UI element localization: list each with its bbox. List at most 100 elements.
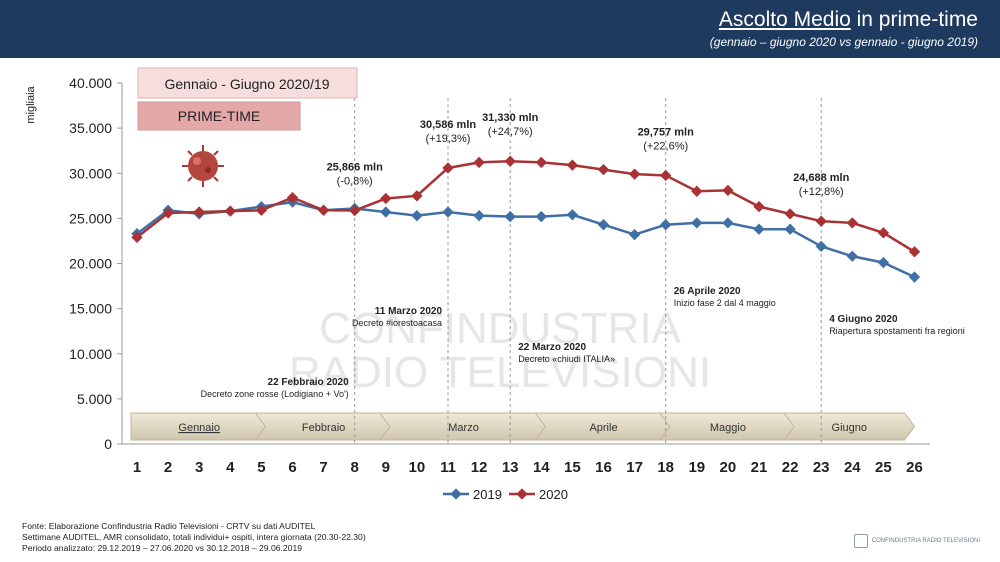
x-tick-label: 13 xyxy=(502,459,519,476)
data-point-2020 xyxy=(255,204,268,216)
page-title: Ascolto Medio in prime-time xyxy=(719,8,978,32)
data-point-2020 xyxy=(349,204,361,217)
month-label: Aprile xyxy=(589,422,617,434)
x-tick-label: 8 xyxy=(351,459,359,476)
annotation-value: 30,586 mln xyxy=(420,119,477,131)
footer-source: Fonte: Elaborazione Confindustria Radio … xyxy=(22,521,316,531)
data-point-2020 xyxy=(193,206,205,218)
x-tick-label: 25 xyxy=(875,459,892,476)
line-chart: CONFINDUSTRIA RADIO TELEVISIONI Gennaio F… xyxy=(25,67,965,502)
y-tick-label: 30.000 xyxy=(69,165,112,181)
x-tick-label: 19 xyxy=(688,459,705,476)
data-point-2019 xyxy=(597,219,610,231)
data-point-2019 xyxy=(660,219,672,231)
data-point-2019 xyxy=(504,210,516,223)
slot-badge-label: PRIME-TIME xyxy=(178,108,260,124)
title-underlined: Ascolto Medio xyxy=(718,8,851,31)
y-tick-label: 25.000 xyxy=(69,210,112,226)
x-tick-label: 15 xyxy=(564,459,581,476)
event-desc: Riapertura spostamenti fra regioni xyxy=(829,326,965,336)
legend-swatch-marker xyxy=(450,488,462,500)
slot-badge-bg xyxy=(137,101,301,131)
x-tick-label: 23 xyxy=(813,459,830,476)
watermark-line2: RADIO TELEVISIONI xyxy=(289,348,711,397)
data-point-2019 xyxy=(628,228,641,241)
data-point-2020 xyxy=(224,205,236,217)
x-tick-label: 21 xyxy=(751,459,768,476)
annotation-pct: (+24,7%) xyxy=(488,126,533,138)
data-point-2019 xyxy=(691,217,703,229)
annotation-value: 31,330 mln xyxy=(482,112,539,124)
x-tick-label: 10 xyxy=(409,459,426,476)
annotation-value: 25,866 mln xyxy=(327,162,384,174)
x-tick-label: 16 xyxy=(595,459,612,476)
annotation-pct: (+22,6%) xyxy=(643,140,688,152)
x-tick-label: 18 xyxy=(657,459,674,476)
y-axis-label: migliaia xyxy=(25,85,37,123)
data-point-2020 xyxy=(753,200,765,213)
event-date: 4 Giugno 2020 xyxy=(829,314,898,325)
title-rest: in prime-time xyxy=(850,8,978,31)
footer-logo-text: CONFINDUSTRIA RADIO TELEVISIONI xyxy=(871,538,980,544)
event-desc: Decreto #iorestoacasa xyxy=(352,318,442,328)
watermark-line1: CONFINDUSTRIA xyxy=(319,304,681,353)
data-point-2020 xyxy=(846,217,858,229)
period-badges: Gennaio - Giugno 2020/19 PRIME-TIME xyxy=(137,67,358,131)
series-line-2020 xyxy=(136,159,916,253)
x-tick-label: 24 xyxy=(844,459,861,476)
data-point-2020 xyxy=(286,191,299,204)
x-tick-label: 14 xyxy=(533,459,550,476)
virus-icon xyxy=(182,145,224,187)
data-point-2020 xyxy=(473,156,485,169)
data-point-2020 xyxy=(131,231,143,243)
data-point-2020 xyxy=(908,246,921,258)
x-tick-label: 17 xyxy=(626,459,643,476)
data-point-2020 xyxy=(504,155,516,167)
data-point-2020 xyxy=(815,215,827,227)
event-desc: Decreto zone rosse (Lodigiano + Vo') xyxy=(201,389,349,399)
header-bar: Ascolto Medio in prime-time (gennaio – g… xyxy=(0,0,1000,58)
data-point-2019 xyxy=(815,240,827,253)
x-tick-label: 6 xyxy=(288,459,296,476)
data-point-2020 xyxy=(411,190,423,202)
data-point-2020 xyxy=(535,156,547,169)
data-point-2020 xyxy=(380,192,392,205)
data-point-2020 xyxy=(317,204,330,216)
legend-label: 2019 xyxy=(473,487,502,502)
y-tick-label: 0 xyxy=(104,436,112,452)
chart-axes: 0 5.000 10.000 15.000 20.000 25.000 30.000 35.0… xyxy=(25,75,930,476)
value-annotations: 25,866 mln (-0,8%) 30,586 mln (+19,3%) 31,33… xyxy=(327,112,850,198)
event-date: 26 Aprile 2020 xyxy=(674,286,741,297)
data-point-2019 xyxy=(877,256,890,269)
x-tick-label: 3 xyxy=(195,459,203,476)
x-tick-label: 5 xyxy=(257,459,265,476)
y-tick-label: 5.000 xyxy=(77,391,112,407)
chart-series xyxy=(131,155,921,283)
month-label: Maggio xyxy=(710,422,746,434)
event-desc: Decreto «chiudi ITALIA» xyxy=(518,354,615,364)
data-point-2020 xyxy=(442,162,454,174)
data-point-2019 xyxy=(722,217,734,229)
annotation-value: 29,757 mln xyxy=(638,126,695,138)
x-tick-label: 11 xyxy=(440,459,456,476)
y-tick-label: 15.000 xyxy=(69,301,112,317)
data-point-2020 xyxy=(691,185,703,197)
month-arrows: Gennaio Febbraio Marzo Aprile Maggio Giugno xyxy=(130,412,916,441)
legend-swatch-marker xyxy=(516,488,528,500)
footer-logo: CONFINDUSTRIA RADIO TELEVISIONI xyxy=(853,534,980,548)
x-tick-label: 1 xyxy=(133,459,141,476)
event-date: 22 Febbraio 2020 xyxy=(268,377,350,388)
month-label: Febbraio xyxy=(302,422,345,434)
data-point-2019 xyxy=(535,210,547,223)
data-point-2020 xyxy=(660,169,672,182)
annotation-pct: (+19,3%) xyxy=(426,133,471,145)
x-tick-label: 2 xyxy=(164,459,172,476)
event-lines xyxy=(354,98,822,444)
period-badge-bg xyxy=(137,67,358,99)
footer-method: Settimane AUDITEL, AMR consolidato, tota… xyxy=(22,532,366,542)
page-subtitle: (gennaio – giugno 2020 vs gennaio - giug… xyxy=(709,35,978,49)
data-point-2019 xyxy=(784,223,796,235)
data-point-2019 xyxy=(380,206,392,218)
month-label: Giugno xyxy=(832,422,867,434)
month-arrow xyxy=(783,412,916,441)
